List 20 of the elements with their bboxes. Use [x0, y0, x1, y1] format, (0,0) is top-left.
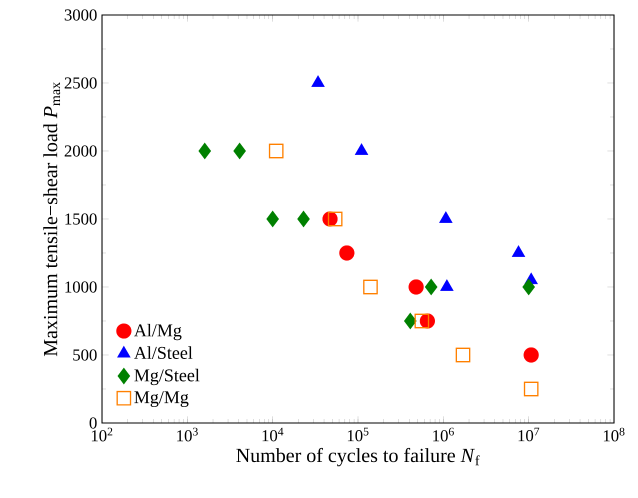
- x-tick-label: 10$^{4}$: [262, 428, 284, 442]
- x-tick-label: 10$^{6}$: [433, 428, 454, 442]
- y-tick-label: 1500: [65, 213, 97, 225]
- y-tick-label: 0: [90, 417, 97, 429]
- y-tick-label: 2500: [64, 77, 97, 89]
- x-tick-label: 10$^{5}$: [348, 428, 368, 442]
- y-tick-label: 500: [73, 349, 97, 361]
- x-tick-label: 10$^{3}$: [177, 428, 198, 442]
- x-axis-title: Number of cycles to failure N$_{f}$: [236, 448, 480, 466]
- y-axis-title: Maximum tensile−shear load P$_{max}$: [43, 82, 60, 356]
- x-tick-label: 10$^{2}$: [92, 428, 112, 442]
- y-tick-label: 3000: [64, 9, 97, 21]
- y-tick-label: 2000: [64, 145, 97, 157]
- x-tick-label: 10$^{8}$: [604, 428, 624, 442]
- x-tick-label: 10$^{7}$: [518, 428, 540, 442]
- legend-label: Mg/Steel: [134, 368, 200, 386]
- legend-label: Al/Mg: [134, 324, 182, 340]
- y-tick-label: 1000: [65, 281, 97, 293]
- legend-label: Al/Steel: [134, 346, 192, 359]
- legend-label: Mg/Mg: [134, 391, 189, 408]
